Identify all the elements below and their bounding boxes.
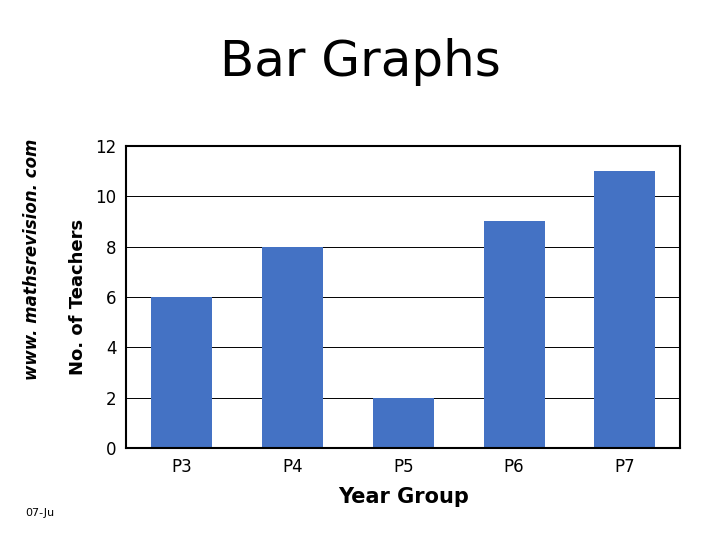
Bar: [262, 247, 323, 448]
Text: www. mathsrevision. com: www. mathsrevision. com: [23, 139, 42, 380]
Y-axis label: No. of Teachers: No. of Teachers: [68, 219, 86, 375]
Bar: [484, 221, 544, 448]
Text: 07-Ju: 07-Ju: [25, 508, 54, 518]
Bar: [595, 171, 655, 448]
Bar: [151, 297, 212, 448]
X-axis label: Year Group: Year Group: [338, 487, 469, 507]
Text: Bar Graphs: Bar Graphs: [220, 38, 500, 86]
Bar: [373, 398, 433, 448]
